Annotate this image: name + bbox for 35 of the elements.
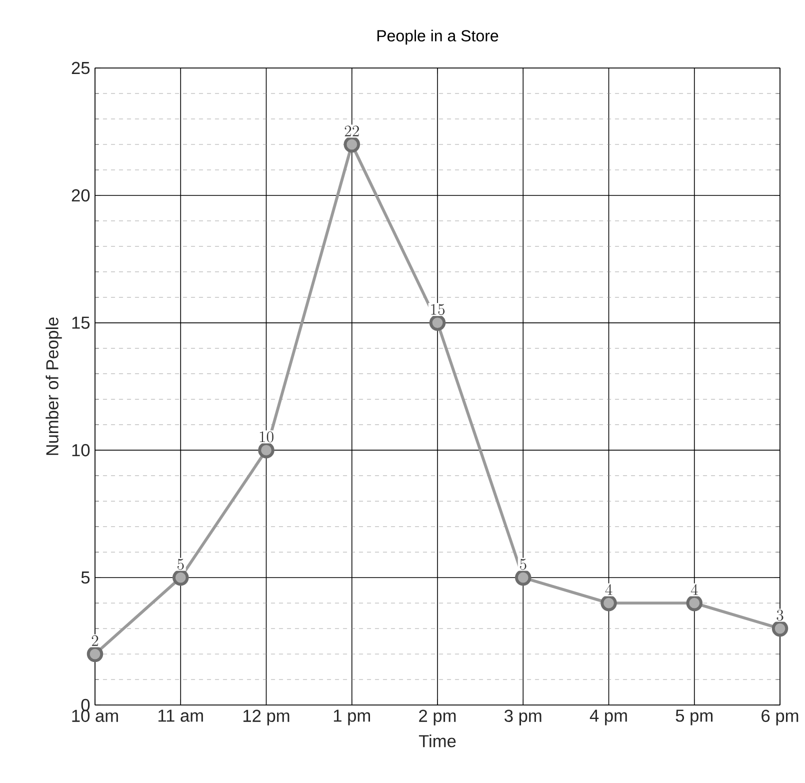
point [772, 620, 788, 637]
data-label: 3 [776, 610, 784, 621]
point [600, 594, 617, 612]
data-label: 4 [605, 584, 612, 595]
point [344, 136, 360, 153]
data-label: 2 [92, 635, 98, 646]
point [686, 594, 703, 612]
y-tick-label: 10 [72, 444, 90, 456]
point [258, 442, 274, 458]
data-label: 10 [260, 431, 274, 442]
x-tick-label: 4 pm [590, 710, 627, 726]
x-axis-title: Time [418, 734, 456, 748]
x-tick-label: 5 pm [676, 710, 712, 726]
data-label: 5 [177, 558, 184, 570]
y-tick-label: 5 [81, 572, 90, 584]
data-label: 22 [344, 126, 359, 136]
y-axis-title: Number of People [46, 317, 62, 455]
point [429, 314, 446, 331]
point [514, 569, 532, 586]
y-tick-label: 15 [72, 316, 90, 329]
point [86, 646, 104, 662]
x-tick-label: 10 am [72, 710, 118, 722]
x-tick-label: 6 pm [762, 710, 798, 726]
data-label: 15 [431, 304, 445, 315]
y-tick-label: 25 [72, 62, 90, 74]
x-tick-label: 11 am [158, 710, 203, 722]
x-tick-label: 2 pm [419, 710, 456, 726]
chart-title: People in a Store [377, 30, 498, 45]
x-tick-label: 12 pm [243, 710, 290, 726]
x-tick-label: 1 pm [334, 710, 370, 726]
y-tick-label: 20 [72, 189, 90, 202]
point [172, 569, 189, 586]
data-label: 5 [520, 558, 526, 570]
data-label: 4 [690, 584, 698, 595]
x-tick-label: 3 pm [504, 710, 542, 726]
